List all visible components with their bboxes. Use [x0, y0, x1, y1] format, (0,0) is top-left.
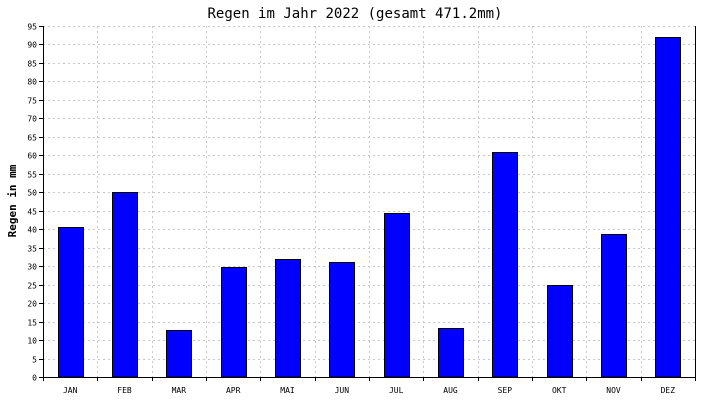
y-tick-label: 80: [27, 78, 37, 87]
x-tick-label: SEP: [498, 386, 513, 395]
grid-layer: [43, 26, 695, 377]
y-tick-label: 85: [27, 60, 37, 69]
axis-layer: 0 5 10 15 20 25 30 35 40 45 50 55 60 65 70 75 80 85 90 95 JA…: [27, 23, 696, 395]
y-tick-label: 50: [27, 189, 37, 198]
y-tick-label: 65: [27, 134, 37, 143]
x-tick-label: FEB: [117, 386, 132, 395]
y-tick-label: 95: [27, 23, 37, 32]
y-tick-label: 25: [27, 282, 37, 291]
x-tick-label: JAN: [63, 386, 78, 395]
x-tick-label: MAI: [280, 386, 295, 395]
y-tick-label: 40: [27, 226, 37, 235]
bar-apr: [221, 267, 247, 378]
bar-sep: [492, 152, 518, 378]
y-tick-label: 0: [32, 374, 37, 383]
bar-okt: [547, 285, 573, 378]
y-tick-label: 55: [27, 171, 37, 180]
y-tick-label: 35: [27, 245, 37, 254]
y-tick-label: 45: [27, 208, 37, 217]
bar-jun: [329, 262, 355, 378]
x-tick-label: DEZ: [661, 386, 676, 395]
x-tick-label: MAR: [172, 386, 187, 395]
bar-mar: [166, 330, 192, 378]
y-tick-label: 10: [27, 337, 37, 346]
y-tick-label: 15: [27, 319, 37, 328]
bar-jul: [384, 213, 410, 378]
y-tick-label: 70: [27, 115, 37, 124]
x-tick-label: JUN: [335, 386, 350, 395]
bar-mai: [275, 259, 301, 378]
x-tick-label: APR: [226, 386, 241, 395]
bar-jan: [58, 227, 84, 378]
y-tick-label: 60: [27, 152, 37, 161]
bar-layer: [58, 37, 681, 378]
x-tick-label: OKT: [552, 386, 567, 395]
x-tick-label: AUG: [443, 386, 458, 395]
y-tick-label: 30: [27, 263, 37, 272]
bar-nov: [601, 234, 627, 378]
y-tick-label: 20: [27, 300, 37, 309]
y-tick-label: 75: [27, 97, 37, 106]
bar-dez: [655, 37, 681, 378]
chart-title: Regen im Jahr 2022 (gesamt 471.2mm): [207, 6, 502, 22]
y-tick-label: 5: [32, 356, 37, 365]
bar-feb: [112, 192, 138, 378]
bar-aug: [438, 328, 464, 378]
y-axis-label: Regen in mm: [6, 164, 19, 237]
y-tick-label: 90: [27, 41, 37, 50]
x-tick-label: JUL: [389, 386, 404, 395]
x-tick-label: NOV: [606, 386, 621, 395]
